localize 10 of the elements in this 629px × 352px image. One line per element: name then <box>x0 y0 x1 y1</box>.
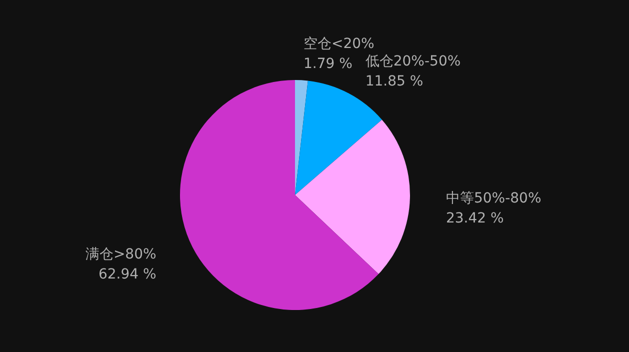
data-label: 1.79 % <box>303 56 352 72</box>
slice-label: 空仓<20% <box>303 36 374 52</box>
slice-label: 中等50%-80% <box>446 190 542 206</box>
pie-slice <box>295 80 308 195</box>
slice-label: 满仓>80% <box>85 246 156 263</box>
pie-slice <box>295 120 410 274</box>
slice-label: 低仓20%-50% <box>365 53 461 70</box>
data-label: 23.42 % <box>446 210 504 226</box>
data-label: 62.94 % <box>98 266 156 283</box>
data-label: 11.85 % <box>365 73 424 90</box>
